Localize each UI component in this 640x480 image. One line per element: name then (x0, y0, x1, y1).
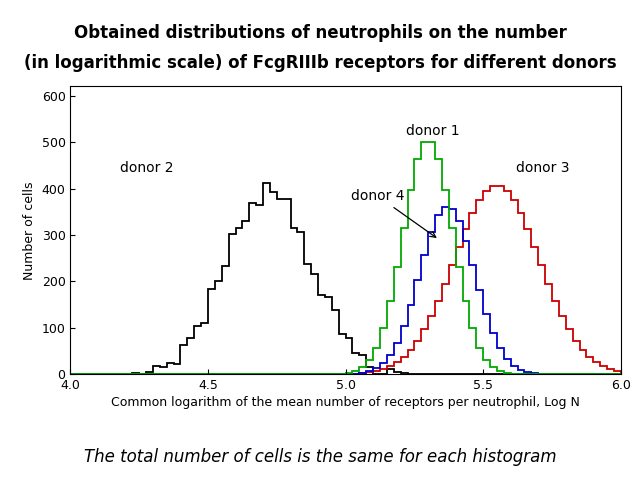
Text: Obtained distributions of neutrophils on the number: Obtained distributions of neutrophils on… (74, 24, 566, 43)
X-axis label: Common logarithm of the mean number of receptors per neutrophil, Log N: Common logarithm of the mean number of r… (111, 396, 580, 409)
Text: (in logarithmic scale) of FcgRIIIb receptors for different donors: (in logarithmic scale) of FcgRIIIb recep… (24, 54, 616, 72)
Text: donor 3: donor 3 (516, 161, 570, 175)
Y-axis label: Number of cells: Number of cells (23, 181, 36, 280)
Text: donor 2: donor 2 (120, 161, 173, 175)
Text: The total number of cells is the same for each histogram: The total number of cells is the same fo… (84, 447, 556, 466)
Text: donor 4: donor 4 (351, 189, 436, 237)
Text: donor 1: donor 1 (406, 124, 460, 138)
